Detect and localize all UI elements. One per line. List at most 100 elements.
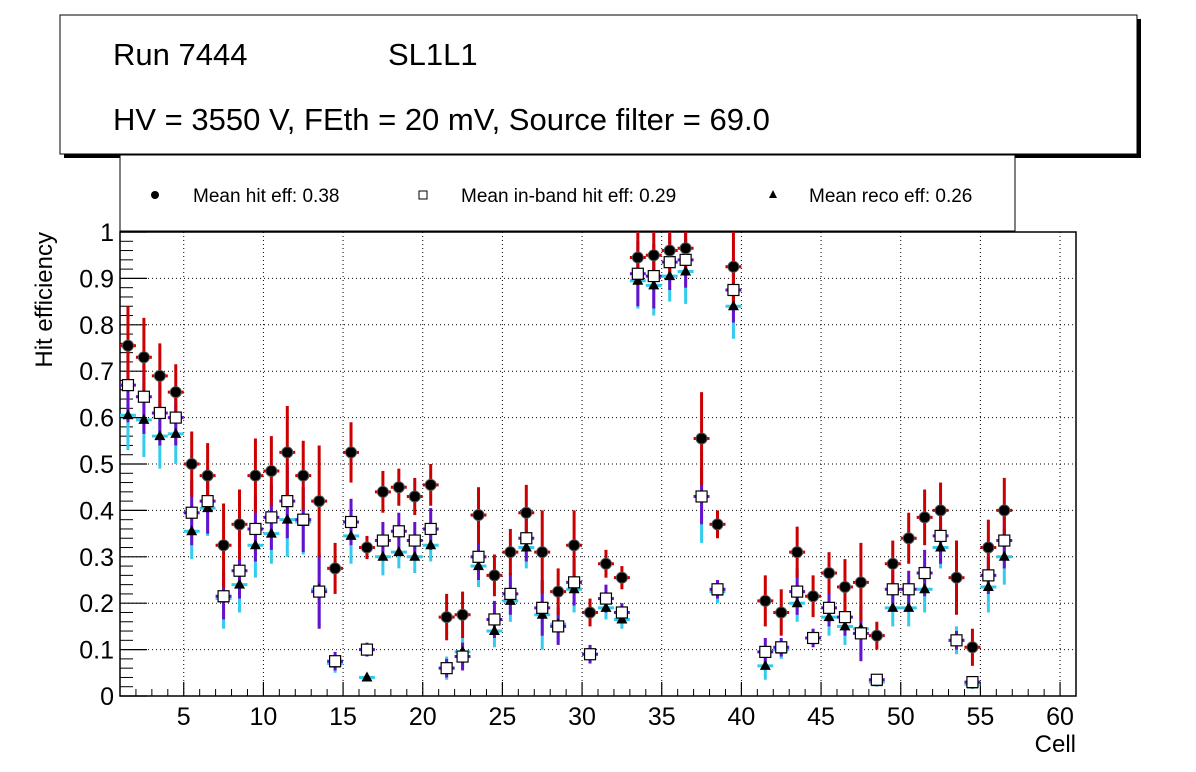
data-point-inband — [998, 534, 1011, 547]
data-point-hit — [679, 242, 692, 255]
data-point-hit — [217, 539, 230, 552]
grid — [120, 232, 1076, 696]
x-tick-label: 30 — [568, 703, 596, 731]
data-point-reco — [122, 409, 134, 420]
data-point-hit — [791, 546, 804, 559]
data-point-inband — [217, 590, 230, 603]
data-point-reco — [473, 560, 484, 571]
data-point-inband — [488, 613, 501, 626]
data-point-hit — [472, 509, 485, 522]
data-point-inband — [201, 495, 214, 508]
data-point-inband — [329, 655, 342, 668]
y-tick-label: 0.7 — [79, 358, 114, 386]
data-point-inband — [583, 648, 597, 661]
data-point-hit — [727, 260, 740, 273]
data-point-reco — [791, 597, 803, 608]
data-point-inband — [695, 490, 708, 503]
x-tick-labels: 5 10 15 20 25 30 35 40 45 50 55 60 — [177, 703, 1074, 731]
conditions-label: HV = 3550 V, FEth = 20 mV, Source filter… — [113, 102, 770, 137]
data-point-inband — [265, 511, 278, 524]
data-point-hit — [424, 478, 437, 491]
data-point-inband — [806, 631, 820, 645]
data-point-hit — [440, 611, 453, 624]
data-point-hit — [345, 446, 358, 459]
data-point-reco — [664, 270, 676, 281]
data-point-reco — [265, 527, 277, 538]
data-point-reco — [138, 413, 150, 424]
data-point-inband — [631, 267, 644, 280]
data-point-hit — [568, 539, 581, 552]
data-point-inband — [886, 583, 899, 596]
data-point-hit — [918, 511, 931, 524]
data-point-hit — [488, 569, 501, 582]
y-tick-label: 0.5 — [79, 451, 114, 479]
data-point-hit — [807, 590, 820, 603]
data-point-reco — [903, 601, 915, 612]
data-point-reco — [982, 580, 994, 591]
x-tick-label: 45 — [807, 703, 835, 731]
data-point-reco — [249, 539, 261, 550]
data-point-inband — [727, 283, 740, 297]
data-point-reco — [727, 300, 739, 311]
data-point-inband — [281, 495, 294, 508]
y-tick-label: 0.2 — [79, 590, 114, 618]
data-point-hit — [456, 608, 469, 621]
series-circle-markers — [121, 242, 1011, 654]
data-point-hit — [950, 571, 963, 584]
data-point-hit — [520, 506, 533, 519]
data-point-inband — [647, 269, 660, 283]
layer-label: SL1L1 — [388, 37, 478, 72]
data-point-hit — [870, 629, 883, 642]
data-point-hit — [711, 518, 724, 531]
x-tick-label: 15 — [329, 703, 357, 731]
x-tick-label: 40 — [727, 703, 755, 731]
data-point-inband — [982, 569, 995, 582]
data-point-hit — [329, 562, 342, 575]
data-point-inband — [472, 550, 485, 563]
data-point-hit — [265, 464, 278, 477]
data-point-inband — [504, 587, 517, 601]
data-point-inband — [679, 253, 692, 266]
data-point-inband — [663, 256, 676, 269]
y-tick-label: 0.4 — [79, 497, 114, 525]
data-point-reco — [345, 529, 357, 540]
data-point-hit — [297, 469, 310, 482]
data-point-inband — [854, 627, 868, 640]
data-point-reco — [425, 539, 437, 550]
x-tick-label: 55 — [966, 703, 994, 731]
data-point-hit — [281, 446, 294, 459]
data-point-inband — [520, 532, 533, 545]
data-point-hit — [838, 580, 851, 593]
data-point-hit — [201, 469, 214, 482]
data-point-hit — [169, 386, 182, 399]
y-tick-label: 0.1 — [79, 637, 114, 665]
y-tick-label: 1 — [100, 219, 114, 247]
data-point-hit — [185, 458, 198, 470]
legend-marker-inband — [418, 190, 428, 200]
data-point-inband — [313, 585, 326, 598]
data-point-inband — [297, 513, 310, 526]
data-point-reco — [680, 265, 692, 276]
title-box — [59, 14, 1138, 155]
data-point-hit — [599, 557, 612, 570]
data-point-inband — [249, 522, 262, 536]
x-tick-label: 5 — [177, 703, 191, 731]
data-point-inband — [424, 522, 437, 536]
data-point-reco — [998, 550, 1010, 561]
x-axis-label: Cell — [1035, 731, 1076, 758]
data-point-inband — [456, 650, 469, 663]
data-point-inband — [153, 406, 166, 420]
legend-label-reco: Mean reco eff: 0.26 — [809, 186, 972, 207]
x-tick-label: 60 — [1046, 703, 1074, 731]
data-point-hit — [886, 557, 899, 570]
data-point-inband — [822, 601, 836, 614]
data-point-hit — [998, 504, 1011, 517]
x-tick-label: 10 — [249, 703, 277, 731]
data-point-inband — [838, 611, 852, 624]
y-tick-labels: 0 0.1 0.2 0.3 0.4 0.5 0.6 0.7 0.8 0.9 1 — [79, 219, 114, 711]
data-point-hit — [966, 641, 979, 654]
data-point-hit — [695, 432, 708, 445]
series-open-square-errorbars — [120, 232, 1013, 687]
data-point-hit — [392, 481, 405, 494]
